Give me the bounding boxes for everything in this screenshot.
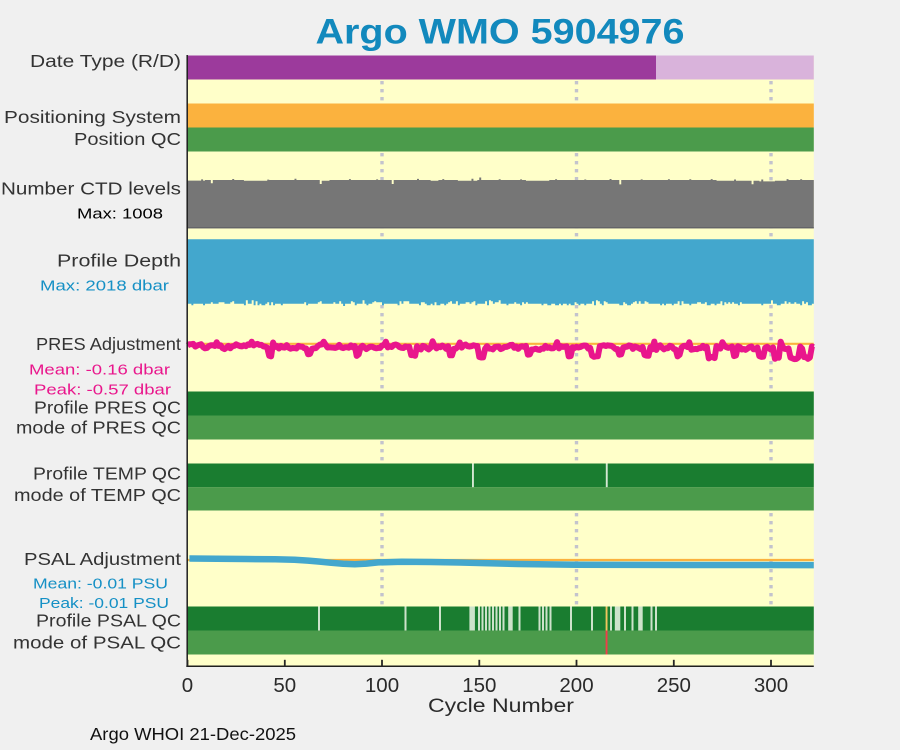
svg-text:300: 300 bbox=[754, 674, 788, 697]
svg-text:0: 0 bbox=[182, 674, 193, 697]
svg-text:Date Type (R/D): Date Type (R/D) bbox=[30, 51, 181, 71]
svg-text:Profile Depth: Profile Depth bbox=[57, 250, 181, 270]
svg-text:200: 200 bbox=[559, 674, 593, 697]
svg-text:mode of PRES QC: mode of PRES QC bbox=[16, 418, 181, 438]
svg-text:250: 250 bbox=[657, 674, 691, 697]
svg-text:Peak: -0.57 dbar: Peak: -0.57 dbar bbox=[34, 382, 171, 399]
svg-text:Peak: -0.01 PSU: Peak: -0.01 PSU bbox=[39, 595, 169, 612]
svg-text:Argo WMO 5904976: Argo WMO 5904976 bbox=[316, 13, 685, 52]
svg-text:Profile TEMP QC: Profile TEMP QC bbox=[33, 463, 181, 483]
svg-text:Position QC: Position QC bbox=[74, 129, 181, 149]
svg-text:Max: 2018 dbar: Max: 2018 dbar bbox=[40, 277, 169, 294]
svg-text:mode of TEMP QC: mode of TEMP QC bbox=[14, 485, 181, 505]
svg-text:mode of PSAL QC: mode of PSAL QC bbox=[13, 633, 181, 653]
svg-text:Number CTD levels: Number CTD levels bbox=[1, 179, 181, 199]
svg-text:PSAL Adjustment: PSAL Adjustment bbox=[24, 549, 181, 569]
svg-text:Mean: -0.01 PSU: Mean: -0.01 PSU bbox=[33, 575, 168, 592]
svg-text:Mean: -0.16 dbar: Mean: -0.16 dbar bbox=[29, 361, 170, 378]
svg-text:Max: 1008: Max: 1008 bbox=[77, 206, 163, 223]
svg-text:Argo WHOI 21-Dec-2025: Argo WHOI 21-Dec-2025 bbox=[90, 724, 296, 744]
svg-text:Profile PSAL QC: Profile PSAL QC bbox=[36, 610, 181, 630]
svg-text:100: 100 bbox=[365, 674, 399, 697]
svg-text:50: 50 bbox=[273, 674, 296, 697]
svg-text:Cycle Number: Cycle Number bbox=[428, 695, 575, 717]
svg-text:Positioning System: Positioning System bbox=[4, 107, 181, 127]
svg-text:PRES Adjustment: PRES Adjustment bbox=[36, 334, 181, 354]
svg-text:150: 150 bbox=[462, 674, 496, 697]
svg-text:Profile PRES QC: Profile PRES QC bbox=[34, 398, 181, 418]
